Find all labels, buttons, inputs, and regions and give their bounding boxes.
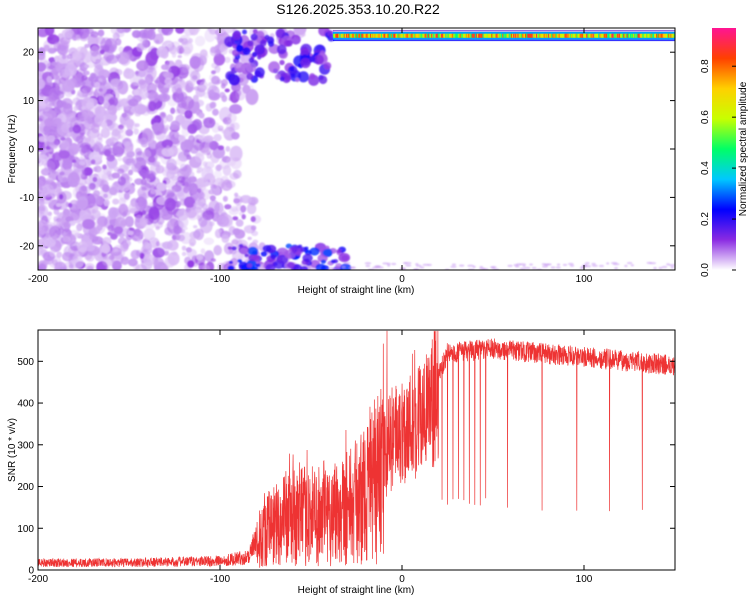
snr-series-line: [38, 330, 675, 568]
figure-title: S126.2025.353.10.20.R22: [276, 1, 440, 17]
y-tick-label: -20: [20, 241, 35, 252]
y-tick-label: 200: [17, 482, 34, 493]
colorbar-tick-label: 0.4: [700, 161, 711, 175]
snr-y-label: SNR (10 * v/v): [7, 418, 18, 482]
colorbar-ticks: 0.0 0.2 0.4 0.6 0.8: [700, 59, 736, 277]
snr-x-label: Height of straight line (km): [298, 585, 415, 596]
y-tick-label: 10: [23, 96, 35, 107]
x-tick-label: -200: [28, 574, 48, 585]
spectrogram-image: [38, 28, 675, 270]
x-tick-label: 100: [576, 274, 593, 285]
snr-panel: -200 -100 0 100 0 100 200 300 400 500 Height of …: [7, 329, 676, 596]
y-tick-label: -10: [20, 193, 35, 204]
colorbar-scale: [712, 28, 736, 270]
spectrogram-blobs: [38, 28, 675, 270]
y-tick-label: 0: [28, 566, 34, 577]
y-tick-label: 20: [23, 48, 35, 59]
x-tick-label: 100: [576, 574, 593, 585]
colorbar-tick-label: 0.0: [700, 263, 711, 277]
colorbar: 0.0 0.2 0.4 0.6 0.8 Normalized spectral ampl…: [700, 28, 749, 277]
y-tick-label: 0: [28, 145, 34, 156]
x-tick-label: -100: [210, 574, 230, 585]
y-tick-label: 500: [17, 357, 34, 368]
x-tick-label: -100: [210, 274, 230, 285]
snr-frame: [37, 329, 676, 571]
spectrogram-y-label: Frequency (Hz): [7, 115, 18, 184]
x-tick-label: -200: [28, 274, 48, 285]
spectrogram-y-ticks: -20 -10 0 10 20: [20, 48, 675, 252]
x-tick-label: 0: [399, 574, 405, 585]
spectrogram-nyquist-band: [332, 29, 675, 42]
colorbar-label: Normalized spectral amplitude: [738, 81, 749, 216]
x-tick-label: 0: [399, 274, 405, 285]
y-tick-label: 400: [17, 399, 34, 410]
spectrogram-x-label: Height of straight line (km): [298, 285, 415, 296]
y-tick-label: 300: [17, 440, 34, 451]
colorbar-tick-label: 0.6: [700, 110, 711, 124]
snr-y-ticks: 0 100 200 300 400 500: [17, 357, 675, 577]
y-tick-label: 100: [17, 524, 34, 535]
colorbar-tick-label: 0.2: [700, 212, 711, 226]
snr-x-ticks: -200 -100 0 100: [28, 330, 593, 585]
spectrogram-x-ticks: -200 -100 0 100: [28, 28, 593, 285]
colorbar-tick-label: 0.8: [700, 59, 711, 73]
